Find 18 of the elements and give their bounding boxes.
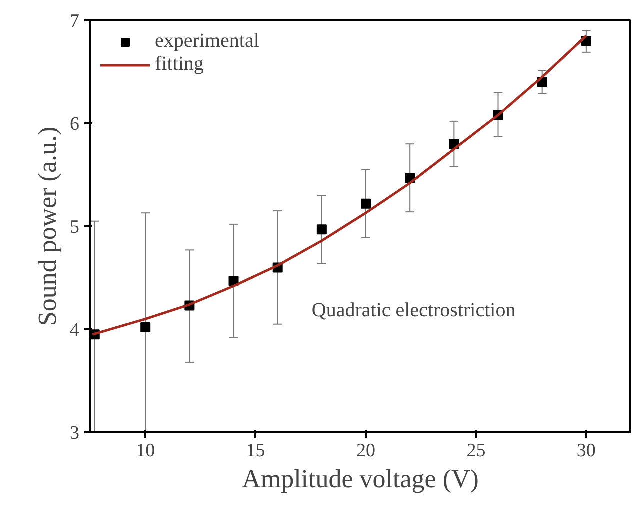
legend-label: experimental [155, 30, 260, 53]
y-tick-label: 5 [70, 217, 80, 238]
legend-label: fitting [155, 53, 204, 76]
point [361, 198, 372, 209]
x-tick-label: 20 [356, 440, 376, 462]
y-axis-title: Sound power (a.u.) [33, 126, 62, 326]
y-tick-label: 4 [70, 320, 80, 341]
y-tick-label: 6 [70, 114, 80, 135]
x-tick-label: 25 [466, 440, 486, 462]
y-tick-label: 3 [70, 423, 80, 444]
annotation: Quadratic electrostriction [312, 299, 516, 322]
point [316, 224, 327, 235]
y-tick-label: 7 [70, 11, 80, 32]
x-tick-label: 30 [576, 440, 596, 462]
x-tick-label: 15 [246, 440, 266, 462]
x-axis-title: Amplitude voltage (V) [242, 464, 479, 494]
x-tick-label: 10 [136, 440, 156, 462]
point [140, 322, 151, 332]
